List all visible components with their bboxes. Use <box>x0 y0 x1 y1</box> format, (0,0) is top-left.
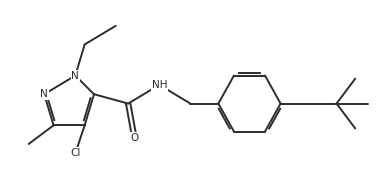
Text: N: N <box>40 89 48 99</box>
Text: Cl: Cl <box>70 148 80 158</box>
Text: NH: NH <box>152 80 167 90</box>
Text: O: O <box>130 133 139 143</box>
Text: N: N <box>72 71 79 81</box>
